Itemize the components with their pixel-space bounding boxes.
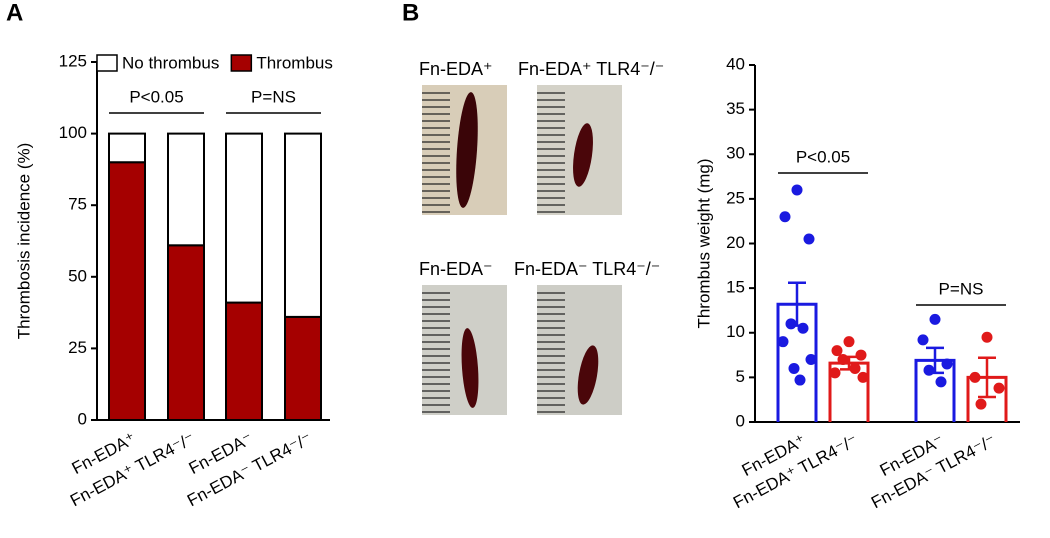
data-point	[993, 382, 1005, 394]
significance-label: P<0.05	[129, 87, 183, 106]
y-axis-label: Thrombus weight (mg)	[694, 158, 713, 328]
y-tick-label: 125	[59, 51, 87, 70]
data-point	[935, 376, 947, 388]
significance-label: P<0.05	[796, 147, 850, 166]
data-point	[917, 334, 929, 346]
photo-label: Fn-EDA⁺ TLR4⁻/⁻	[518, 59, 664, 79]
bar-segment	[108, 161, 146, 422]
data-point	[855, 349, 867, 361]
bar-segment	[284, 315, 322, 421]
bar-segment	[225, 132, 263, 304]
data-point	[785, 318, 797, 330]
data-point	[975, 398, 987, 410]
significance-label: P=NS	[939, 279, 984, 298]
data-point	[777, 336, 789, 348]
y-axis-label: Thrombosis incidence (%)	[14, 143, 33, 340]
error-bar	[978, 356, 996, 399]
y-tick-label: 0	[736, 411, 745, 430]
data-point	[779, 211, 791, 223]
photo-label: Fn-EDA⁺	[419, 59, 493, 79]
panel-letter: A	[6, 0, 23, 26]
photo-label: Fn-EDA⁻	[419, 259, 493, 279]
data-point	[857, 371, 869, 383]
data-point	[923, 364, 935, 376]
legend-label: No thrombus	[122, 53, 219, 72]
thrombus-photo	[577, 345, 599, 405]
data-point	[791, 184, 803, 196]
y-tick-label: 100	[59, 123, 87, 142]
data-point	[794, 374, 806, 386]
data-point	[803, 233, 815, 245]
data-point	[805, 354, 817, 366]
data-point	[969, 371, 981, 383]
data-point	[929, 313, 941, 325]
y-tick-label: 20	[726, 233, 745, 252]
data-point	[831, 345, 843, 357]
data-point	[981, 331, 993, 343]
y-tick-label: 15	[726, 278, 745, 297]
y-tick-label: 35	[726, 99, 745, 118]
data-point	[788, 362, 800, 374]
legend-label: Thrombus	[256, 53, 333, 72]
y-tick-label: 75	[68, 195, 87, 214]
y-tick-label: 25	[68, 338, 87, 357]
y-tick-label: 40	[726, 54, 745, 73]
bar-segment	[225, 301, 263, 421]
data-point	[797, 322, 809, 334]
photos	[422, 85, 622, 415]
y-tick-label: 10	[726, 322, 745, 341]
y-tick-label: 0	[78, 409, 87, 428]
legend-swatch	[230, 54, 253, 72]
data-point	[849, 362, 861, 374]
y-tick-label: 5	[736, 367, 745, 386]
legend-swatch	[96, 54, 118, 72]
bar-segment	[167, 244, 205, 421]
data-point	[843, 336, 855, 348]
y-tick-label: 50	[68, 266, 87, 285]
bar-segment	[284, 132, 322, 318]
panel-letter: B	[402, 0, 419, 26]
significance-label: P=NS	[251, 87, 296, 106]
thrombus-photo	[461, 328, 479, 408]
y-tick-label: 30	[726, 144, 745, 163]
data-point	[829, 367, 841, 379]
data-point	[837, 354, 849, 366]
thrombus-photo	[456, 92, 478, 208]
y-tick-label: 25	[726, 188, 745, 207]
thrombus-photo	[573, 123, 593, 187]
bar-segment	[167, 132, 205, 247]
data-point	[941, 358, 953, 370]
photo-label: Fn-EDA⁻ TLR4⁻/⁻	[514, 259, 660, 279]
bar-segment	[108, 132, 146, 164]
